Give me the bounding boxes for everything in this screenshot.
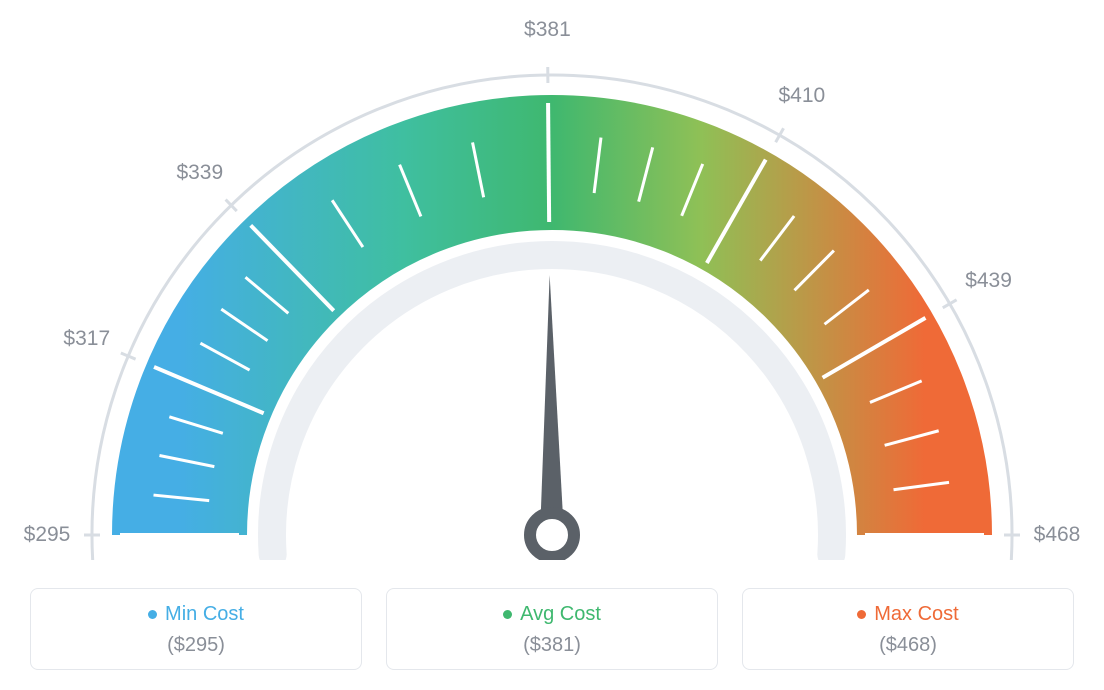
legend-title-min: Min Cost <box>148 603 244 626</box>
gauge-tick-label: $410 <box>778 84 825 108</box>
legend-label-avg: Avg Cost <box>520 603 601 626</box>
legend-value-min: ($295) <box>41 634 351 657</box>
gauge-area: $295 $317 $339 $381 $410 $439 $468 <box>0 0 1104 560</box>
gauge-svg <box>0 0 1104 560</box>
legend-dot-max <box>857 610 866 619</box>
gauge-tick-label: $317 <box>63 327 110 351</box>
legend-value-avg: ($381) <box>397 634 707 657</box>
gauge-tick-label: $381 <box>524 18 571 42</box>
legend-row: Min Cost ($295) Avg Cost ($381) Max Cost… <box>30 588 1074 670</box>
gauge-tick-label: $468 <box>1034 523 1081 547</box>
gauge-tick-label: $339 <box>176 161 223 185</box>
legend-card-max: Max Cost ($468) <box>742 588 1074 670</box>
legend-dot-avg <box>503 610 512 619</box>
legend-dot-min <box>148 610 157 619</box>
gauge-tick-label: $439 <box>965 269 1012 293</box>
legend-card-avg: Avg Cost ($381) <box>386 588 718 670</box>
legend-title-max: Max Cost <box>857 603 958 626</box>
legend-value-max: ($468) <box>753 634 1063 657</box>
gauge-tick-label: $295 <box>24 523 71 547</box>
legend-title-avg: Avg Cost <box>503 603 601 626</box>
legend-card-min: Min Cost ($295) <box>30 588 362 670</box>
legend-label-min: Min Cost <box>165 603 244 626</box>
chart-root: $295 $317 $339 $381 $410 $439 $468 Min Cost ($… <box>0 0 1104 690</box>
legend-label-max: Max Cost <box>874 603 958 626</box>
